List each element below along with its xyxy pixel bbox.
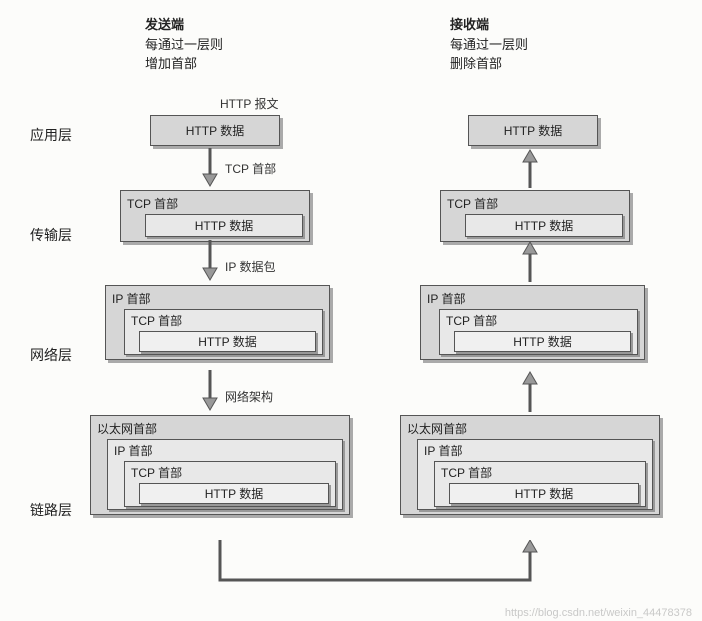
receiver-transport-box: TCP 首部 HTTP 数据 bbox=[440, 190, 630, 242]
receiver-network-box: IP 首部 TCP 首部 HTTP 数据 bbox=[420, 285, 645, 360]
arrow-down-3 bbox=[200, 370, 220, 412]
arrow-up-1 bbox=[520, 148, 540, 188]
layer-transport: 传输层 bbox=[30, 225, 72, 245]
receiver-link-box: 以太网首部 IP 首部 TCP 首部 HTTP 数据 bbox=[400, 415, 660, 515]
watermark: https://blog.csdn.net/weixin_44478378 bbox=[505, 607, 692, 619]
sender-network-box: IP 首部 TCP 首部 HTTP 数据 bbox=[105, 285, 330, 360]
layer-link: 链路层 bbox=[30, 500, 72, 520]
arrow-up-3 bbox=[520, 370, 540, 412]
receiver-header: 接收端 每通过一层则 删除首部 bbox=[450, 15, 528, 74]
http-message-label: HTTP 报文 bbox=[220, 95, 278, 112]
sender-header: 发送端 每通过一层则 增加首部 bbox=[145, 15, 223, 74]
tcp-header-label-1: TCP 首部 bbox=[225, 160, 276, 177]
layer-application: 应用层 bbox=[30, 125, 72, 145]
arrow-up-2 bbox=[520, 240, 540, 282]
ip-packet-label: IP 数据包 bbox=[225, 258, 275, 275]
receiver-app-box: HTTP 数据 bbox=[468, 115, 598, 146]
layer-network: 网络层 bbox=[30, 345, 72, 365]
network-frame-label: 网络架构 bbox=[225, 388, 273, 405]
sender-app-box: HTTP 数据 bbox=[150, 115, 280, 146]
bottom-connection-arrow bbox=[210, 540, 550, 600]
sender-transport-box: TCP 首部 HTTP 数据 bbox=[120, 190, 310, 242]
arrow-down-1 bbox=[200, 148, 220, 188]
arrow-down-2 bbox=[200, 240, 220, 282]
sender-link-box: 以太网首部 IP 首部 TCP 首部 HTTP 数据 bbox=[90, 415, 350, 515]
